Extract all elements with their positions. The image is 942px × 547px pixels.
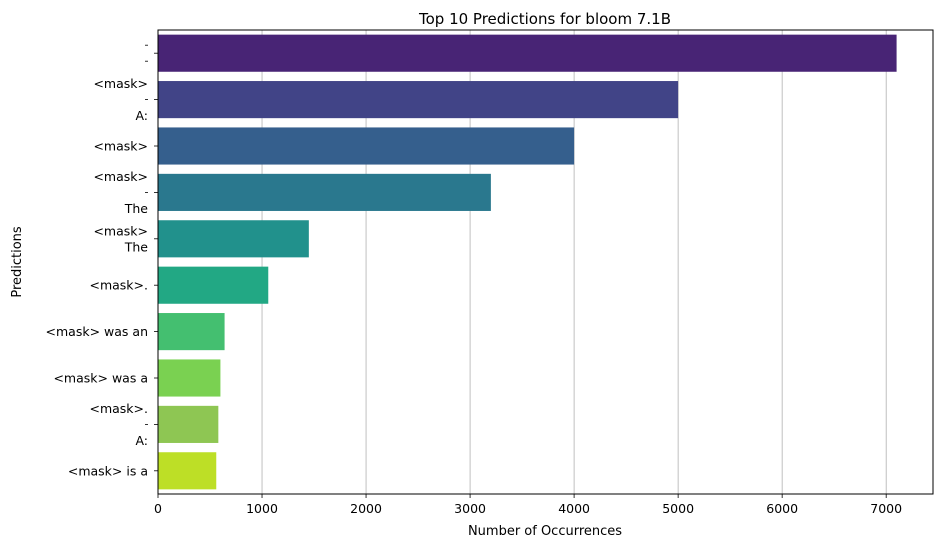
bar	[158, 452, 217, 490]
y-tick-label: <mask> is a	[68, 463, 148, 478]
x-tick-label: 1000	[246, 501, 278, 516]
y-tick-label: <mask>.	[89, 278, 148, 293]
x-tick-label: 6000	[766, 501, 798, 516]
x-axis-ticks: 0 1000 2000 3000 4000 5000 6000 7000	[154, 494, 902, 516]
bar	[158, 220, 309, 258]
bar	[158, 81, 679, 119]
x-tick-label: 3000	[454, 501, 486, 516]
y-tick-label: <mask> The	[93, 223, 148, 254]
y-tick-label: <mask> was an	[46, 324, 148, 339]
y-tick-label: <mask>​The	[93, 169, 148, 216]
y-tick-label: <mask>​A:	[93, 76, 148, 123]
x-tick-label: 7000	[870, 501, 902, 516]
x-tick-label: 5000	[662, 501, 694, 516]
bar	[158, 405, 219, 443]
y-tick-label: <mask> was a	[53, 371, 148, 386]
plot-frame	[157, 29, 934, 495]
bars	[158, 34, 897, 490]
x-tick-label: 2000	[350, 501, 382, 516]
y-tick-label: <mask>	[93, 139, 148, 154]
bar	[158, 34, 897, 72]
y-axis-label: Predictions	[10, 226, 25, 298]
x-axis-label: Number of Occurrences	[468, 524, 622, 539]
y-axis-ticks: ​​<mask>​A:<mask><mask>​The<mask>The<mas…	[46, 44, 158, 478]
chart-title: Top 10 Predictions for bloom 7.1B	[418, 10, 671, 28]
x-tick-label: 0	[154, 501, 162, 516]
y-tick-label: <mask>.​A:	[89, 401, 148, 448]
bar	[158, 173, 491, 211]
bar	[158, 359, 221, 397]
bar	[158, 127, 575, 165]
bar	[158, 266, 269, 304]
x-tick-label: 4000	[558, 501, 590, 516]
bar	[158, 313, 225, 351]
